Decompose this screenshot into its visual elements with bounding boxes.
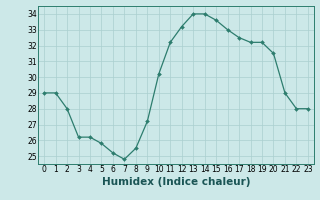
X-axis label: Humidex (Indice chaleur): Humidex (Indice chaleur) [102,177,250,187]
